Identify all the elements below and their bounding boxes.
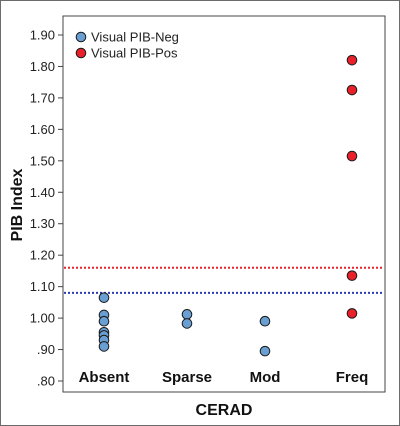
y-axis-ticks: .80 .90 1.00 1.10 1.20 1.30 1.40 1.50 1.60 1.70 1.…	[30, 28, 63, 389]
data-points	[98, 54, 358, 357]
x-category-label: Mod	[250, 369, 281, 386]
x-axis-title: CERAD	[196, 402, 253, 419]
y-tick-label: .80	[37, 374, 55, 389]
legend-label: Visual PIB-Neg	[91, 30, 179, 45]
data-point	[181, 318, 193, 329]
data-point	[346, 270, 358, 281]
plot-area	[62, 15, 386, 393]
y-tick-label: 1.90	[30, 28, 55, 43]
data-point	[259, 315, 271, 327]
x-category-label: Absent	[79, 369, 130, 386]
legend-label: Visual PIB-Pos	[91, 46, 178, 61]
y-tick-label: 1.30	[30, 216, 55, 231]
reference-lines	[64, 266, 384, 294]
y-tick-label: 1.80	[30, 59, 55, 74]
y-tick-label: .90	[37, 342, 55, 357]
data-point	[98, 341, 110, 352]
y-tick-label: 1.10	[30, 279, 55, 294]
y-tick-label: 1.70	[30, 90, 55, 105]
legend-marker	[75, 47, 87, 59]
y-tick-label: 1.00	[30, 311, 55, 326]
y-axis-title: PIB Index	[9, 168, 26, 241]
data-point	[346, 308, 358, 319]
data-point	[259, 345, 271, 357]
data-point	[181, 309, 193, 320]
y-tick-label: 1.50	[30, 153, 55, 168]
legend-marker	[75, 31, 87, 43]
x-category-label: Sparse	[162, 369, 212, 386]
data-point	[346, 54, 358, 66]
x-axis-category-labels: Absent Sparse Mod Freq	[79, 369, 369, 386]
data-point	[346, 84, 358, 96]
x-category-label: Freq	[336, 369, 369, 386]
data-point	[98, 292, 110, 303]
data-point	[98, 315, 110, 327]
data-point	[346, 150, 358, 162]
y-tick-label: 1.40	[30, 185, 55, 200]
y-tick-label: 1.20	[30, 248, 55, 263]
y-tick-label: 1.60	[30, 122, 55, 137]
